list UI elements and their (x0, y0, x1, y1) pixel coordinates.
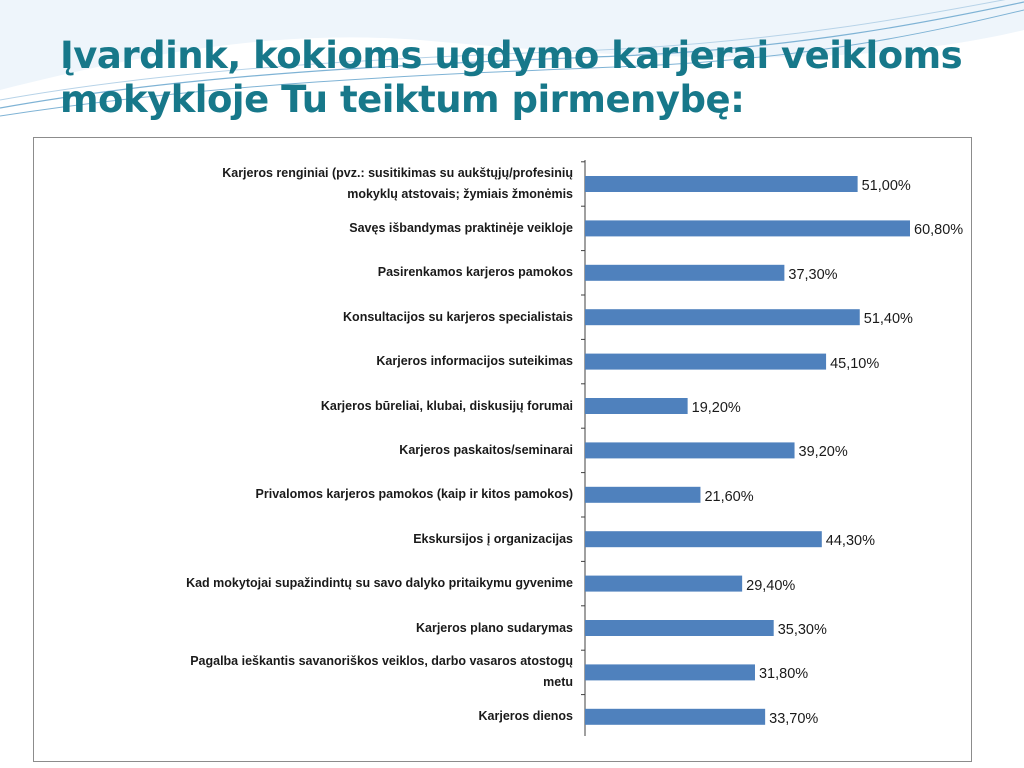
slide-title: Įvardink, kokioms ugdymo karjerai veiklo… (60, 34, 963, 121)
bar (585, 708, 766, 725)
data-label: 33,70% (769, 710, 819, 727)
data-label: 19,20% (691, 400, 741, 416)
category-label: Kad mokytojai supažindintų su savo dalyk… (186, 576, 573, 591)
category-label: Karjeros dienos (478, 709, 573, 724)
data-label: 29,40% (746, 577, 796, 594)
category-label: Karjeros plano sudarymas (415, 620, 573, 635)
bar (585, 176, 858, 192)
data-label: 44,30% (825, 533, 875, 550)
bar (585, 398, 688, 414)
data-label: 21,60% (704, 488, 754, 505)
data-label: 45,10% (830, 355, 880, 372)
category-label: Karjeros būreliai, klubai, diskusijų for… (320, 398, 573, 413)
decorative-wave-line (0, 1, 1024, 109)
bar (585, 353, 827, 370)
bar (585, 664, 755, 681)
bar (585, 620, 774, 636)
decorative-wave-line (0, 9, 1024, 117)
category-label: Karjeros renginiai (pvz.: susitikimas su… (222, 166, 573, 201)
data-label: 51,40% (863, 311, 913, 328)
bar (585, 531, 822, 548)
bar (585, 442, 795, 459)
category-label: Konsultacijos su karjeros specialistais (343, 309, 573, 324)
data-label: 35,30% (777, 622, 827, 638)
bar (585, 309, 860, 326)
decorative-wave-fill (0, 0, 1024, 90)
category-label: Pagalba ieškantis savanoriškos veiklos, … (190, 654, 573, 690)
bar-chart (581, 160, 910, 736)
chart-area: Karjeros renginiai (pvz.: susitikimas su… (33, 137, 972, 762)
category-label: Karjeros informacijos suteikimas (376, 354, 573, 369)
category-label: Ekskursijos į organizacijas (413, 531, 573, 546)
category-label: Pasirenkamos karjeros pamokos (377, 265, 573, 280)
bar (585, 220, 910, 237)
data-label: 37,30% (788, 266, 838, 283)
data-label: 51,00% (861, 178, 911, 194)
bar (585, 575, 743, 592)
category-label: Privalomos karjeros pamokos (kaip ir kit… (255, 487, 573, 502)
data-label: 60,80% (914, 222, 964, 239)
data-label: 39,20% (798, 444, 848, 461)
bar (585, 264, 785, 281)
category-label: Karjeros paskaitos/seminarai (399, 442, 573, 457)
data-label: 31,80% (758, 666, 809, 683)
decorative-wave-line (0, 0, 1006, 101)
bar (585, 486, 701, 503)
category-label: Savęs išbandymas praktinėje veikloje (349, 220, 573, 235)
